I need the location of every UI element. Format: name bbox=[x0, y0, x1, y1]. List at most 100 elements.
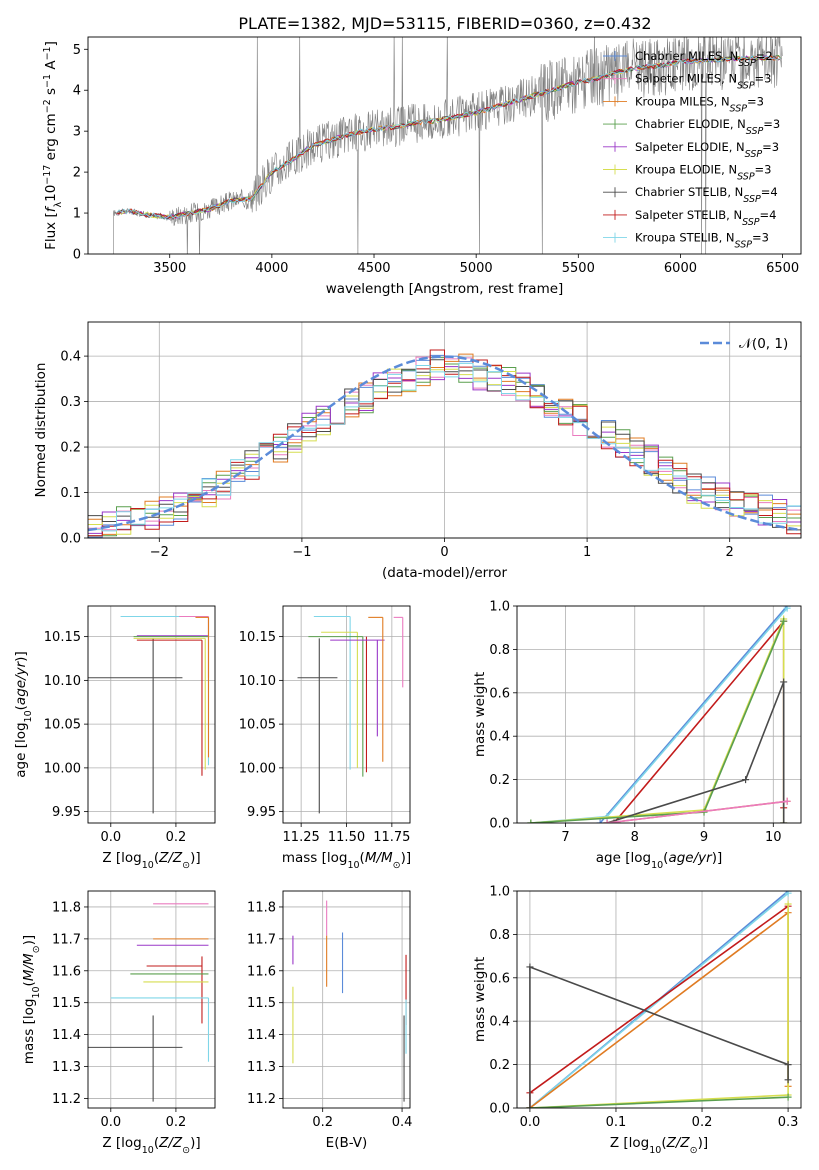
axes-frame bbox=[282, 890, 411, 1109]
x-tick-label: 0.2 bbox=[312, 1115, 333, 1130]
x-tick-label: 0.2 bbox=[692, 1115, 713, 1130]
x-tick-label: 0.0 bbox=[520, 1115, 541, 1130]
mass-weight-marker bbox=[596, 819, 604, 823]
age-vs-mass-x-label: mass [log10(M/M⊙)] bbox=[282, 850, 411, 871]
axes-frame bbox=[87, 36, 802, 255]
plot-area-massweight-vs-Z bbox=[526, 891, 792, 1108]
y-tick-label: 11.4 bbox=[52, 1028, 81, 1043]
y-tick-label: 10.15 bbox=[239, 630, 276, 645]
legend-label: Kroupa MILES, NSSP=3 bbox=[635, 94, 764, 114]
x-tick-label: 0.1 bbox=[606, 1115, 627, 1130]
massweight-vs-Z-y-label: mass weight bbox=[472, 957, 488, 1042]
y-tick-label: 3 bbox=[73, 125, 81, 140]
legend-label: 𝒩(0, 1) bbox=[739, 336, 788, 352]
model-spectrum bbox=[116, 55, 782, 219]
y-tick-label: 11.6 bbox=[52, 964, 81, 979]
mass-vs-EBV-x-label: E(B-V) bbox=[326, 1135, 368, 1151]
y-tick-label: 0.6 bbox=[489, 971, 510, 986]
plot-area-mass-vs-Z bbox=[88, 903, 210, 1102]
y-tick-label: 0.2 bbox=[489, 773, 510, 788]
mass-weight-marker bbox=[780, 819, 788, 823]
y-tick-label: 0.3 bbox=[60, 395, 81, 410]
axes-frame bbox=[516, 890, 802, 1109]
mass-weight-line bbox=[529, 911, 789, 1108]
mass-weight-marker bbox=[527, 819, 535, 823]
y-tick-label: 10.00 bbox=[44, 761, 81, 776]
x-tick-label: 5000 bbox=[460, 261, 493, 276]
legend-label: Salpeter MILES, NSSP=3 bbox=[635, 72, 772, 92]
y-tick-label: 0.0 bbox=[489, 817, 510, 832]
spectrum-x-label: wavelength [Angstrom, rest frame] bbox=[326, 281, 564, 297]
legend-label: Kroupa ELODIE, NSSP=3 bbox=[635, 163, 772, 183]
x-tick-label: 0.0 bbox=[100, 830, 121, 845]
age-vs-Z-y-label: age [log10(age/yr)] bbox=[13, 651, 34, 777]
panel-mass-vs-Z: 0.0 0.2 11.2 11.3 11.4 11.5 11.6 11.7 11.8 Z [log… bbox=[21, 890, 216, 1156]
panel-age-vs-Z: 0.0 0.2 9.95 10.00 10.05 10.10 10.15 Z [log10(Z… bbox=[13, 605, 216, 871]
mass-weight-line bbox=[606, 681, 785, 823]
y-tick-label: 11.2 bbox=[247, 1092, 276, 1107]
y-tick-label: 10.05 bbox=[44, 718, 81, 733]
x-tick-label: 3500 bbox=[153, 261, 186, 276]
mass-weight-marker bbox=[780, 617, 788, 625]
panel-residuals: −2 −1 0 1 2 0.0 0.1 0.2 0.3 0.4 (data-model)/error… bbox=[33, 321, 802, 581]
y-tick-label: 0.8 bbox=[489, 643, 510, 658]
mass-vs-Z-y-label: mass [log10(M/M⊙)] bbox=[21, 935, 42, 1064]
x-tick-label: 9 bbox=[700, 830, 708, 845]
plot-area-residuals bbox=[88, 349, 801, 538]
mass-weight-line bbox=[599, 606, 788, 823]
x-tick-label: −2 bbox=[150, 545, 169, 560]
residual-histogram bbox=[88, 349, 801, 537]
y-tick-label: 9.95 bbox=[247, 805, 276, 820]
x-tick-label: 6500 bbox=[766, 261, 799, 276]
legend-label: Salpeter STELIB, NSSP=4 bbox=[635, 208, 776, 228]
mass-weight-marker bbox=[603, 819, 611, 823]
x-tick-label: 0.3 bbox=[778, 1115, 799, 1130]
figure-title: PLATE=1382, MJD=53115, FIBERID=0360, z=0… bbox=[238, 14, 651, 33]
y-tick-label: 11.4 bbox=[247, 1028, 276, 1043]
panel-mass-vs-EBV: 0.2 0.4 11.2 11.3 11.4 11.5 11.6 11.7 11.8 E(B-V) bbox=[247, 890, 413, 1151]
mass-weight-marker bbox=[784, 1093, 792, 1101]
axes-frame bbox=[282, 605, 411, 824]
y-tick-label: 0.4 bbox=[60, 350, 81, 365]
mass-weight-line bbox=[613, 619, 785, 823]
mass-weight-line bbox=[529, 892, 789, 1108]
mass-weight-marker bbox=[783, 606, 791, 612]
y-tick-label: 10.15 bbox=[44, 630, 81, 645]
y-tick-label: 0.0 bbox=[60, 532, 81, 547]
y-tick-label: 1.0 bbox=[489, 885, 510, 900]
y-tick-label: 10.05 bbox=[239, 718, 276, 733]
x-tick-label: 0.4 bbox=[392, 1115, 413, 1130]
residual-histogram bbox=[88, 362, 801, 532]
axes-frame bbox=[87, 321, 802, 539]
y-tick-label: 11.8 bbox=[52, 900, 81, 915]
y-tick-label: 10.10 bbox=[239, 674, 276, 689]
massweight-vs-age-x-label: age [log10(age/yr)] bbox=[596, 850, 722, 871]
x-tick-label: 6000 bbox=[664, 261, 697, 276]
mass-weight-marker bbox=[780, 678, 788, 686]
mass-weight-marker bbox=[784, 1061, 792, 1069]
axes-frame bbox=[87, 605, 216, 824]
mass-weight-marker bbox=[742, 776, 750, 784]
y-tick-label: 1.0 bbox=[489, 600, 510, 615]
mass-weight-line bbox=[529, 965, 789, 1108]
legend-label: Chabrier STELIB, NSSP=4 bbox=[635, 185, 778, 205]
mass-weight-marker bbox=[526, 1104, 534, 1108]
x-tick-label: 11.75 bbox=[373, 830, 410, 845]
y-tick-label: 0.0 bbox=[489, 1102, 510, 1117]
mass-weight-marker bbox=[784, 900, 792, 908]
x-tick-label: 0.2 bbox=[166, 1115, 187, 1130]
y-tick-label: 1 bbox=[73, 207, 81, 222]
mass-weight-marker bbox=[784, 891, 792, 897]
y-tick-label: 11.6 bbox=[247, 964, 276, 979]
y-tick-label: 10.00 bbox=[239, 761, 276, 776]
panel-massweight-vs-Z: 0.0 0.1 0.2 0.3 0.0 0.2 0.4 0.6 0.8 1.0 Z [log10(Z… bbox=[472, 885, 802, 1156]
axes-frame bbox=[87, 890, 216, 1109]
x-tick-label: 5500 bbox=[562, 261, 595, 276]
y-tick-label: 11.2 bbox=[52, 1092, 81, 1107]
x-tick-label: 0.2 bbox=[166, 830, 187, 845]
y-tick-label: 0.2 bbox=[489, 1058, 510, 1073]
x-tick-label: 1 bbox=[583, 545, 591, 560]
x-tick-label: 0.0 bbox=[100, 1115, 121, 1130]
x-tick-label: 11.50 bbox=[328, 830, 365, 845]
residual-y-label: Normed distribution bbox=[33, 363, 49, 498]
